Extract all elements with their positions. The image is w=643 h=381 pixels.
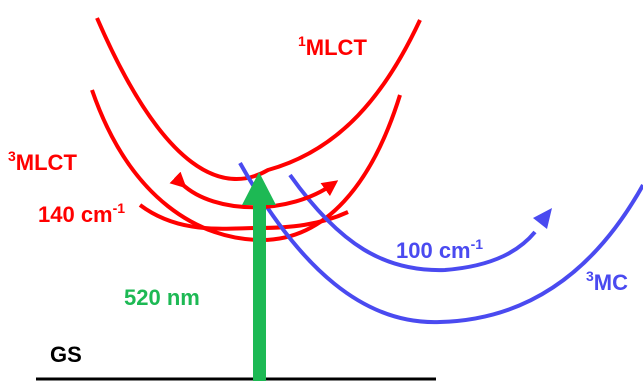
- singlet-mlct-curve: [95, 17, 422, 181]
- mc-mode-sup: -1: [471, 236, 484, 252]
- mc-mode-label: 100 cm-1: [396, 236, 483, 263]
- excitation-arrow-head: [242, 172, 276, 205]
- mlct-mode-sup: -1: [113, 200, 126, 216]
- mlct-mode-text: 140 cm: [38, 202, 113, 227]
- singlet-mlct-label: 1MLCT: [298, 33, 367, 60]
- triplet-mlct-label: 3MLCT: [8, 148, 77, 175]
- triplet-mlct-curve-outer: [90, 89, 402, 243]
- triplet-mlct-text: MLCT: [16, 150, 78, 175]
- singlet-mlct-sup: 1: [298, 33, 306, 49]
- triplet-mc-curve-inner: [288, 173, 537, 273]
- triplet-mc-text: MC: [594, 270, 628, 295]
- triplet-mc-label: 3MC: [586, 268, 628, 295]
- mc-vibration-arrowhead: [533, 208, 552, 229]
- triplet-mc-curve-outer: [238, 162, 643, 325]
- singlet-mlct-text: MLCT: [306, 35, 368, 60]
- triplet-mlct-sup: 3: [8, 148, 16, 164]
- ground-state-label: GS: [50, 342, 82, 367]
- mlct-mode-label: 140 cm-1: [38, 200, 125, 227]
- triplet-mc-sup: 3: [586, 268, 594, 284]
- mc-mode-text: 100 cm: [396, 238, 471, 263]
- excitation-label: 520 nm: [124, 285, 200, 310]
- excitation-arrow-shaft: [253, 200, 266, 381]
